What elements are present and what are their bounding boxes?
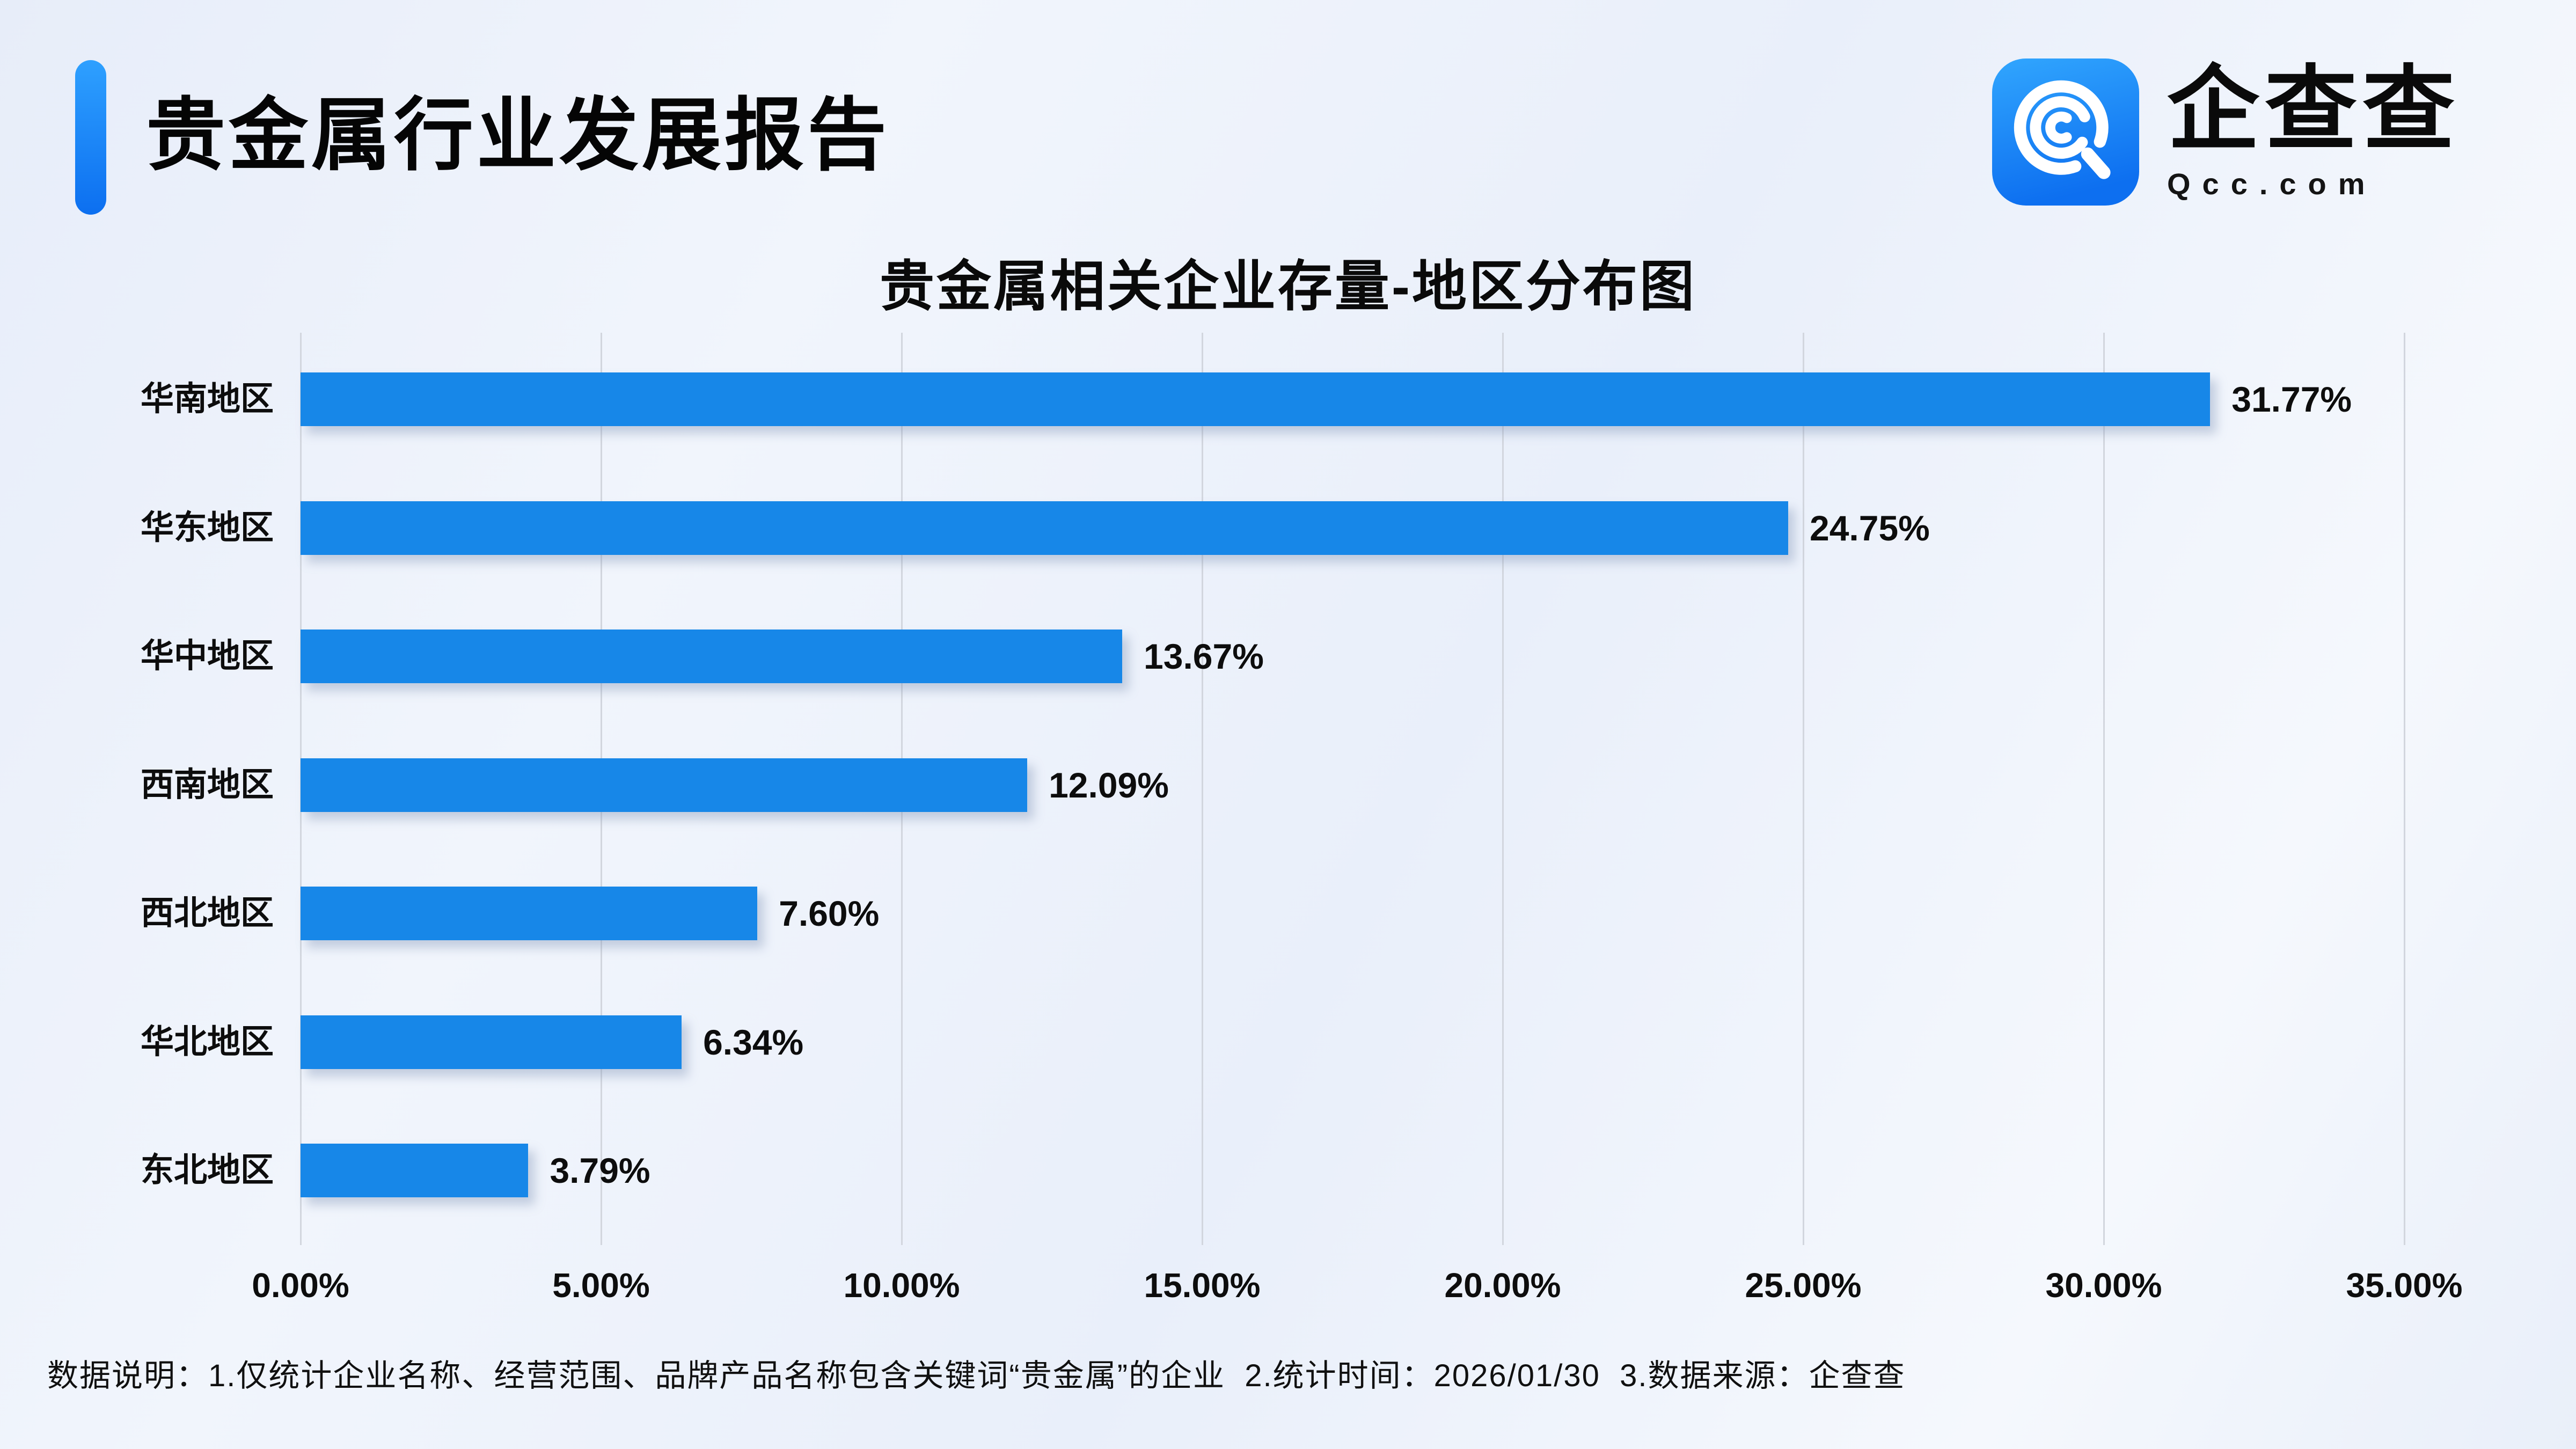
x-tick-label: 10.00%	[843, 1266, 960, 1305]
footer-data-note: 数据说明：1.仅统计企业名称、经营范围、品牌产品名称包含关键词“贵金属”的企业 …	[47, 1358, 1906, 1393]
value-label: 7.60%	[779, 894, 880, 933]
x-axis: 0.00% 5.00% 10.00% 15.00% 20.00% 25.00% 30.00%…	[252, 1265, 2462, 1314]
x-tick-label: 25.00%	[1745, 1266, 1862, 1305]
category-label: 东北地区	[140, 1152, 274, 1189]
plot-area: 华南地区 31.77% 华东地区 24.75% 华中地区 13.67% 西南地区 12.09%…	[141, 333, 2463, 1305]
value-label: 3.79%	[550, 1151, 650, 1190]
qcc-brand-name: 企查查	[2167, 57, 2460, 161]
bar	[301, 630, 1123, 683]
value-label: 31.77%	[2231, 379, 2352, 419]
value-label: 24.75%	[1810, 508, 1930, 548]
bar-row: 西北地区 7.60%	[141, 887, 2404, 940]
qcc-logo: 企查查 Qcc.com	[1992, 58, 2460, 206]
bar-row: 东北地区 3.79%	[141, 1144, 2404, 1197]
bar-row: 华东地区 24.75%	[141, 501, 2404, 555]
bar-row: 华中地区 13.67%	[141, 630, 2404, 683]
qcc-domain: Qcc.com	[2167, 166, 2377, 201]
qcc-logo-icon	[1992, 58, 2139, 206]
gridline	[1202, 333, 1203, 1245]
bar	[301, 372, 2211, 426]
x-tick-label: 15.00%	[1144, 1266, 1261, 1305]
bar	[301, 501, 1788, 555]
bar	[301, 887, 758, 940]
x-tick-label: 20.00%	[1444, 1266, 1561, 1305]
gridline	[2103, 333, 2105, 1245]
category-label: 华东地区	[140, 509, 274, 546]
bar	[301, 758, 1028, 812]
gridline	[1502, 333, 1504, 1245]
gridline	[2404, 333, 2405, 1245]
value-label: 13.67%	[1144, 636, 1264, 676]
category-label: 华北地区	[140, 1023, 274, 1060]
bar-row: 华北地区 6.34%	[141, 1015, 2404, 1069]
bar-row: 西南地区 12.09%	[141, 758, 2404, 812]
x-tick-label: 30.00%	[2045, 1266, 2162, 1305]
bar	[301, 1144, 529, 1197]
qcc-logo-text: 企查查 Qcc.com	[2167, 63, 2460, 201]
bar-row: 华南地区 31.77%	[141, 372, 2404, 426]
x-tick-label: 35.00%	[2346, 1266, 2463, 1305]
chart-title: 贵金属相关企业存量-地区分布图	[880, 256, 1696, 317]
category-label: 西北地区	[140, 895, 274, 932]
gridline	[1803, 333, 1804, 1245]
value-label: 12.09%	[1049, 765, 1169, 805]
category-label: 华中地区	[140, 638, 274, 675]
x-tick-label: 5.00%	[552, 1266, 650, 1305]
value-label: 6.34%	[703, 1022, 804, 1062]
title-accent-bar	[75, 60, 106, 215]
x-tick-label: 0.00%	[252, 1266, 349, 1305]
page-title: 贵金属行业发展报告	[146, 91, 890, 180]
category-label: 华南地区	[140, 380, 274, 418]
category-label: 西南地区	[140, 766, 274, 803]
bar	[301, 1015, 682, 1069]
